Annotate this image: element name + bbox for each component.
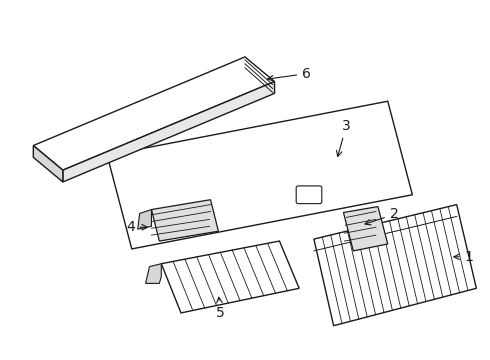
Polygon shape xyxy=(161,241,299,313)
Polygon shape xyxy=(314,204,476,326)
Text: 5: 5 xyxy=(216,297,225,320)
Text: 3: 3 xyxy=(337,119,351,157)
Polygon shape xyxy=(138,210,151,229)
FancyBboxPatch shape xyxy=(296,186,322,204)
Polygon shape xyxy=(343,207,388,251)
Polygon shape xyxy=(63,82,274,182)
Polygon shape xyxy=(151,200,219,241)
Polygon shape xyxy=(146,264,161,283)
Polygon shape xyxy=(107,101,413,249)
Text: 6: 6 xyxy=(268,67,311,81)
Polygon shape xyxy=(33,57,274,170)
Text: 4: 4 xyxy=(126,220,147,234)
Polygon shape xyxy=(33,145,63,182)
Text: 1: 1 xyxy=(454,250,473,264)
Text: 2: 2 xyxy=(365,207,398,225)
